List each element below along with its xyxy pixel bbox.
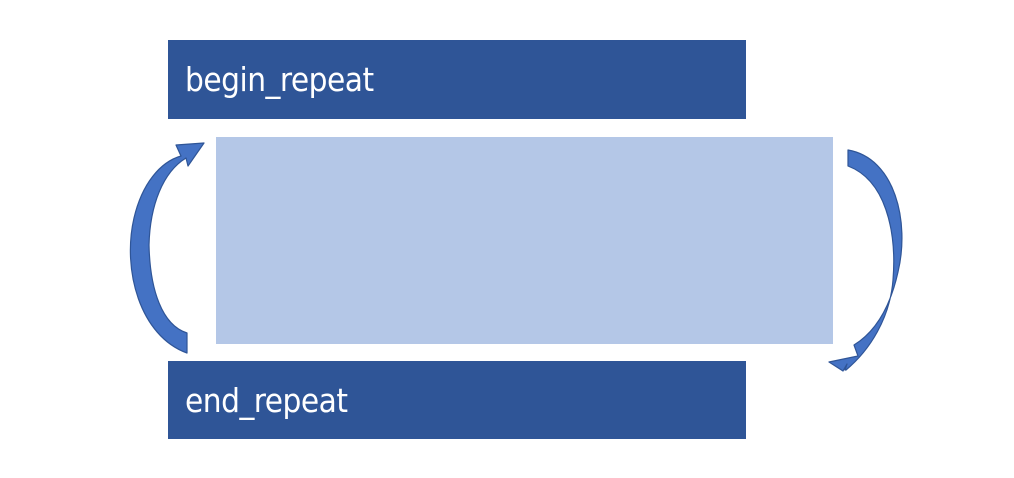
end-repeat-label: end_repeat — [185, 380, 348, 420]
loop-body-block — [216, 137, 833, 344]
begin-repeat-label: begin_repeat — [185, 60, 374, 99]
begin-repeat-block: begin_repeat — [168, 40, 746, 119]
end-repeat-block: end_repeat — [168, 361, 746, 439]
curved-arrow-down-icon — [828, 149, 903, 372]
curved-arrow-up-icon — [129, 142, 205, 354]
